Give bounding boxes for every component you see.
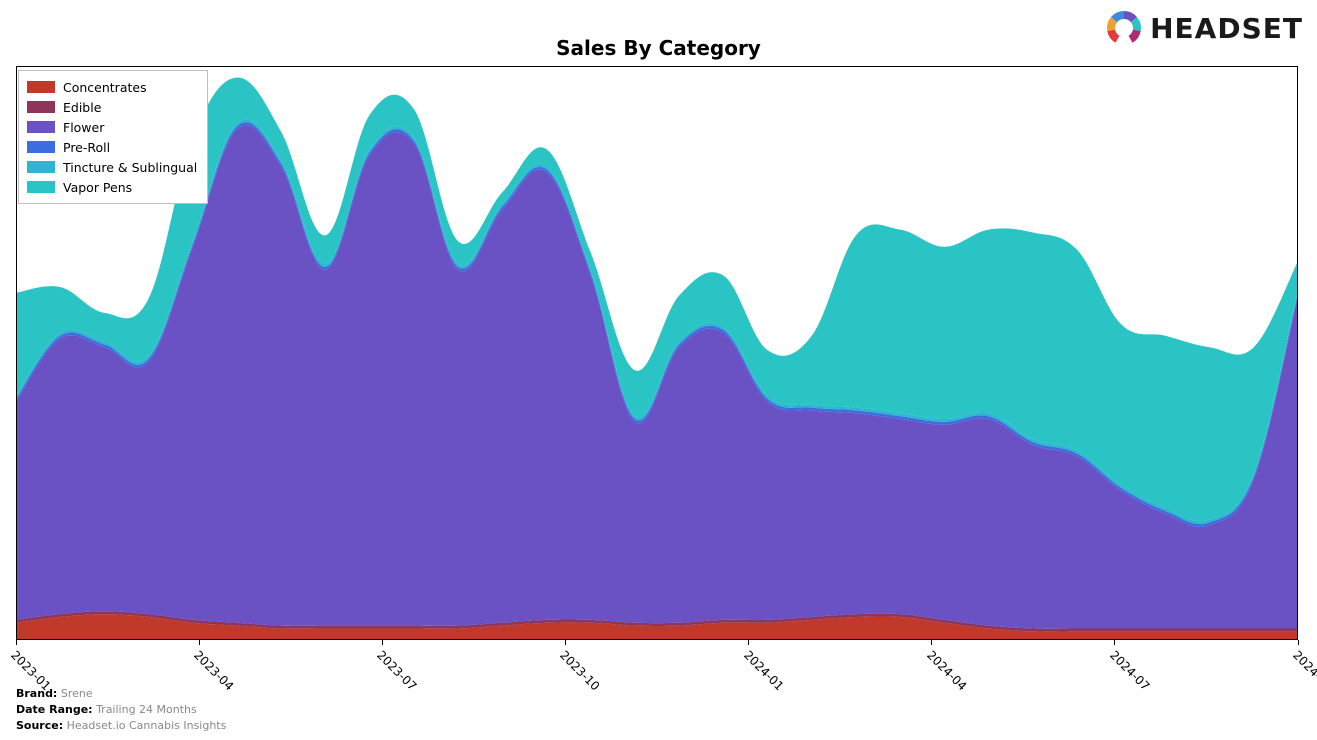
legend-swatch	[27, 101, 55, 113]
x-tick-label: 2023-10	[558, 648, 603, 693]
footer-range-value: Trailing 24 Months	[96, 703, 197, 716]
footer-source-value: Headset.io Cannabis Insights	[67, 719, 227, 732]
legend-swatch	[27, 161, 55, 173]
legend: Concentrates Edible Flower Pre-Roll Tincture…	[18, 70, 208, 204]
x-tick-label: 2023-07	[374, 648, 419, 693]
x-tick-mark	[1298, 640, 1299, 645]
legend-item: Flower	[27, 117, 197, 137]
x-tick-label: 2024-10	[1290, 648, 1317, 693]
chart-footer: Brand: Srene Date Range: Trailing 24 Mon…	[16, 686, 226, 734]
x-tick-label: 2024-07	[1107, 648, 1152, 693]
x-tick-mark	[199, 640, 200, 645]
x-tick-label: 2024-04	[924, 648, 969, 693]
plot-area	[16, 66, 1298, 640]
legend-label: Pre-Roll	[63, 140, 110, 155]
x-tick-mark	[931, 640, 932, 645]
footer-brand-label: Brand:	[16, 687, 57, 700]
legend-item: Tincture & Sublingual	[27, 157, 197, 177]
area-chart-svg	[16, 66, 1298, 640]
x-tick-mark	[16, 640, 17, 645]
x-tick-label: 2024-01	[741, 648, 786, 693]
x-tick-mark	[565, 640, 566, 645]
footer-date-range: Date Range: Trailing 24 Months	[16, 702, 226, 718]
footer-brand-value: Srene	[61, 687, 93, 700]
legend-item: Edible	[27, 97, 197, 117]
x-tick-mark	[382, 640, 383, 645]
legend-swatch	[27, 141, 55, 153]
legend-item: Vapor Pens	[27, 177, 197, 197]
legend-item: Pre-Roll	[27, 137, 197, 157]
footer-source-label: Source:	[16, 719, 63, 732]
legend-swatch	[27, 81, 55, 93]
footer-brand: Brand: Srene	[16, 686, 226, 702]
legend-item: Concentrates	[27, 77, 197, 97]
legend-label: Vapor Pens	[63, 180, 132, 195]
x-tick-mark	[748, 640, 749, 645]
footer-source: Source: Headset.io Cannabis Insights	[16, 718, 226, 734]
legend-label: Edible	[63, 100, 101, 115]
x-tick-mark	[1114, 640, 1115, 645]
footer-range-label: Date Range:	[16, 703, 93, 716]
chart-container: HEADSET Sales By Category 2023-012023-04…	[0, 0, 1317, 740]
legend-swatch	[27, 121, 55, 133]
legend-swatch	[27, 181, 55, 193]
legend-label: Tincture & Sublingual	[63, 160, 197, 175]
legend-label: Concentrates	[63, 80, 147, 95]
legend-label: Flower	[63, 120, 104, 135]
chart-title: Sales By Category	[0, 36, 1317, 60]
